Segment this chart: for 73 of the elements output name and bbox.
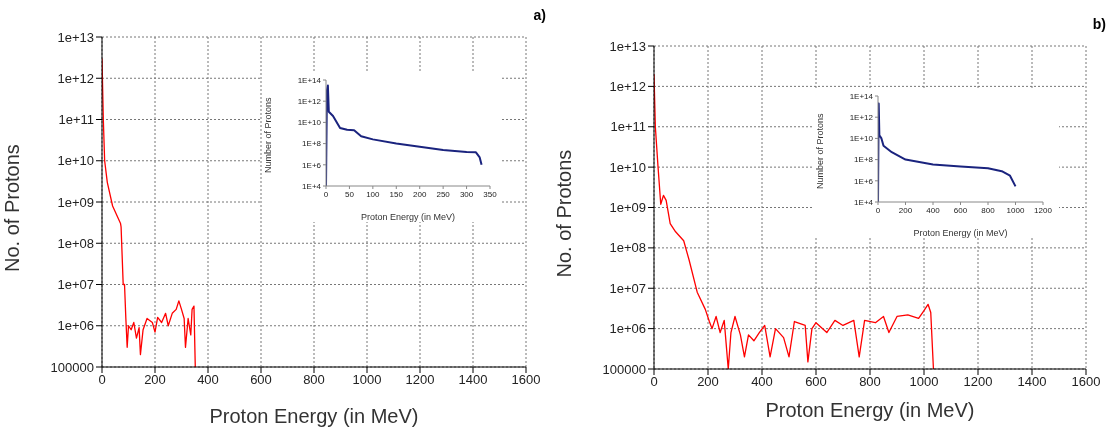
- x-tick-label: 0: [875, 205, 881, 215]
- y-tick-label: 1e+13: [57, 29, 94, 45]
- x-axis-title: Proton Energy (in MeV): [765, 399, 975, 421]
- y-tick-label: 100000: [50, 359, 94, 375]
- x-tick-label: 1400: [458, 372, 488, 388]
- x-tick-label: 1000: [1006, 205, 1025, 215]
- y-axis-title: Number of Protons: [263, 96, 274, 173]
- y-tick-label: 1E+14: [297, 75, 322, 85]
- x-tick-label: 0: [323, 189, 329, 199]
- x-tick-label: 600: [250, 372, 272, 388]
- chart-title: a): [533, 7, 546, 23]
- chart-title: b): [1092, 16, 1106, 32]
- y-tick-label: 1e+12: [609, 78, 646, 94]
- y-tick-label: 1e+09: [57, 194, 94, 210]
- y-tick-label: 1e+11: [58, 112, 94, 128]
- y-tick-label: 1e+10: [609, 159, 646, 175]
- y-axis-title: No. of Protons: [1, 144, 24, 272]
- x-tick-label: 50: [344, 189, 355, 199]
- x-axis-title: Proton Energy (in MeV): [209, 405, 419, 427]
- x-tick-label: 1200: [405, 372, 435, 388]
- x-tick-label: 400: [751, 374, 773, 390]
- y-tick-label: 1e+10: [57, 153, 94, 169]
- y-tick-label: 1e+06: [57, 318, 94, 334]
- y-tick-label: 1e+06: [609, 321, 646, 337]
- x-tick-label: 250: [436, 189, 451, 199]
- x-tick-label: 1000: [909, 374, 939, 390]
- x-tick-label: 200: [697, 374, 719, 390]
- x-tick-label: 800: [859, 374, 881, 390]
- y-axis-title: No. of Protons: [553, 149, 576, 278]
- x-tick-label: 1600: [1071, 374, 1101, 390]
- y-tick-label: 1e+08: [609, 240, 646, 256]
- y-tick-label: 1E+4: [854, 197, 874, 207]
- x-tick-label: 150: [389, 189, 404, 199]
- y-tick-label: 1E+6: [854, 176, 874, 186]
- y-tick-label: 1E+14: [849, 91, 874, 101]
- y-axis-title: Number of Protons: [815, 112, 826, 189]
- y-tick-label: 1E+10: [849, 134, 874, 144]
- y-tick-label: 1e+07: [57, 277, 94, 293]
- x-tick-label: 1600: [511, 372, 541, 388]
- x-tick-label: 400: [197, 372, 219, 388]
- x-tick-label: 200: [898, 205, 913, 215]
- x-tick-label: 600: [953, 205, 968, 215]
- x-tick-label: 800: [303, 372, 325, 388]
- y-tick-label: 1e+12: [57, 70, 94, 86]
- y-tick-label: 1E+4: [302, 181, 322, 191]
- x-axis-title: Proton Energy (in MeV): [360, 212, 456, 222]
- y-tick-label: 1e+09: [609, 200, 646, 216]
- y-tick-label: 1E+12: [297, 97, 322, 107]
- x-tick-label: 300: [459, 189, 474, 199]
- x-tick-label: 0: [98, 372, 106, 388]
- x-tick-label: 100: [366, 189, 381, 199]
- y-tick-label: 1E+10: [297, 118, 322, 128]
- y-tick-label: 1E+6: [302, 160, 322, 170]
- y-tick-label: 100000: [602, 361, 646, 377]
- y-tick-label: 1E+8: [854, 155, 874, 165]
- y-tick-label: 1e+11: [610, 119, 646, 135]
- x-tick-label: 1200: [1034, 205, 1053, 215]
- y-tick-label: 1e+08: [57, 235, 94, 251]
- x-tick-label: 350: [483, 189, 498, 199]
- x-tick-label: 0: [650, 374, 658, 390]
- x-tick-label: 200: [413, 189, 427, 199]
- x-tick-label: 1000: [352, 372, 382, 388]
- x-tick-label: 800: [981, 205, 996, 215]
- y-tick-label: 1E+8: [302, 139, 322, 149]
- x-tick-label: 200: [144, 372, 166, 388]
- y-tick-label: 1e+07: [609, 280, 646, 296]
- y-tick-label: 1e+13: [609, 38, 646, 54]
- x-tick-label: 600: [805, 374, 827, 390]
- y-tick-label: 1E+12: [849, 113, 874, 123]
- x-axis-title: Proton Energy (in MeV): [913, 228, 1008, 238]
- x-tick-label: 1200: [963, 374, 993, 390]
- x-tick-label: 400: [926, 205, 941, 215]
- x-tick-label: 1400: [1017, 374, 1047, 390]
